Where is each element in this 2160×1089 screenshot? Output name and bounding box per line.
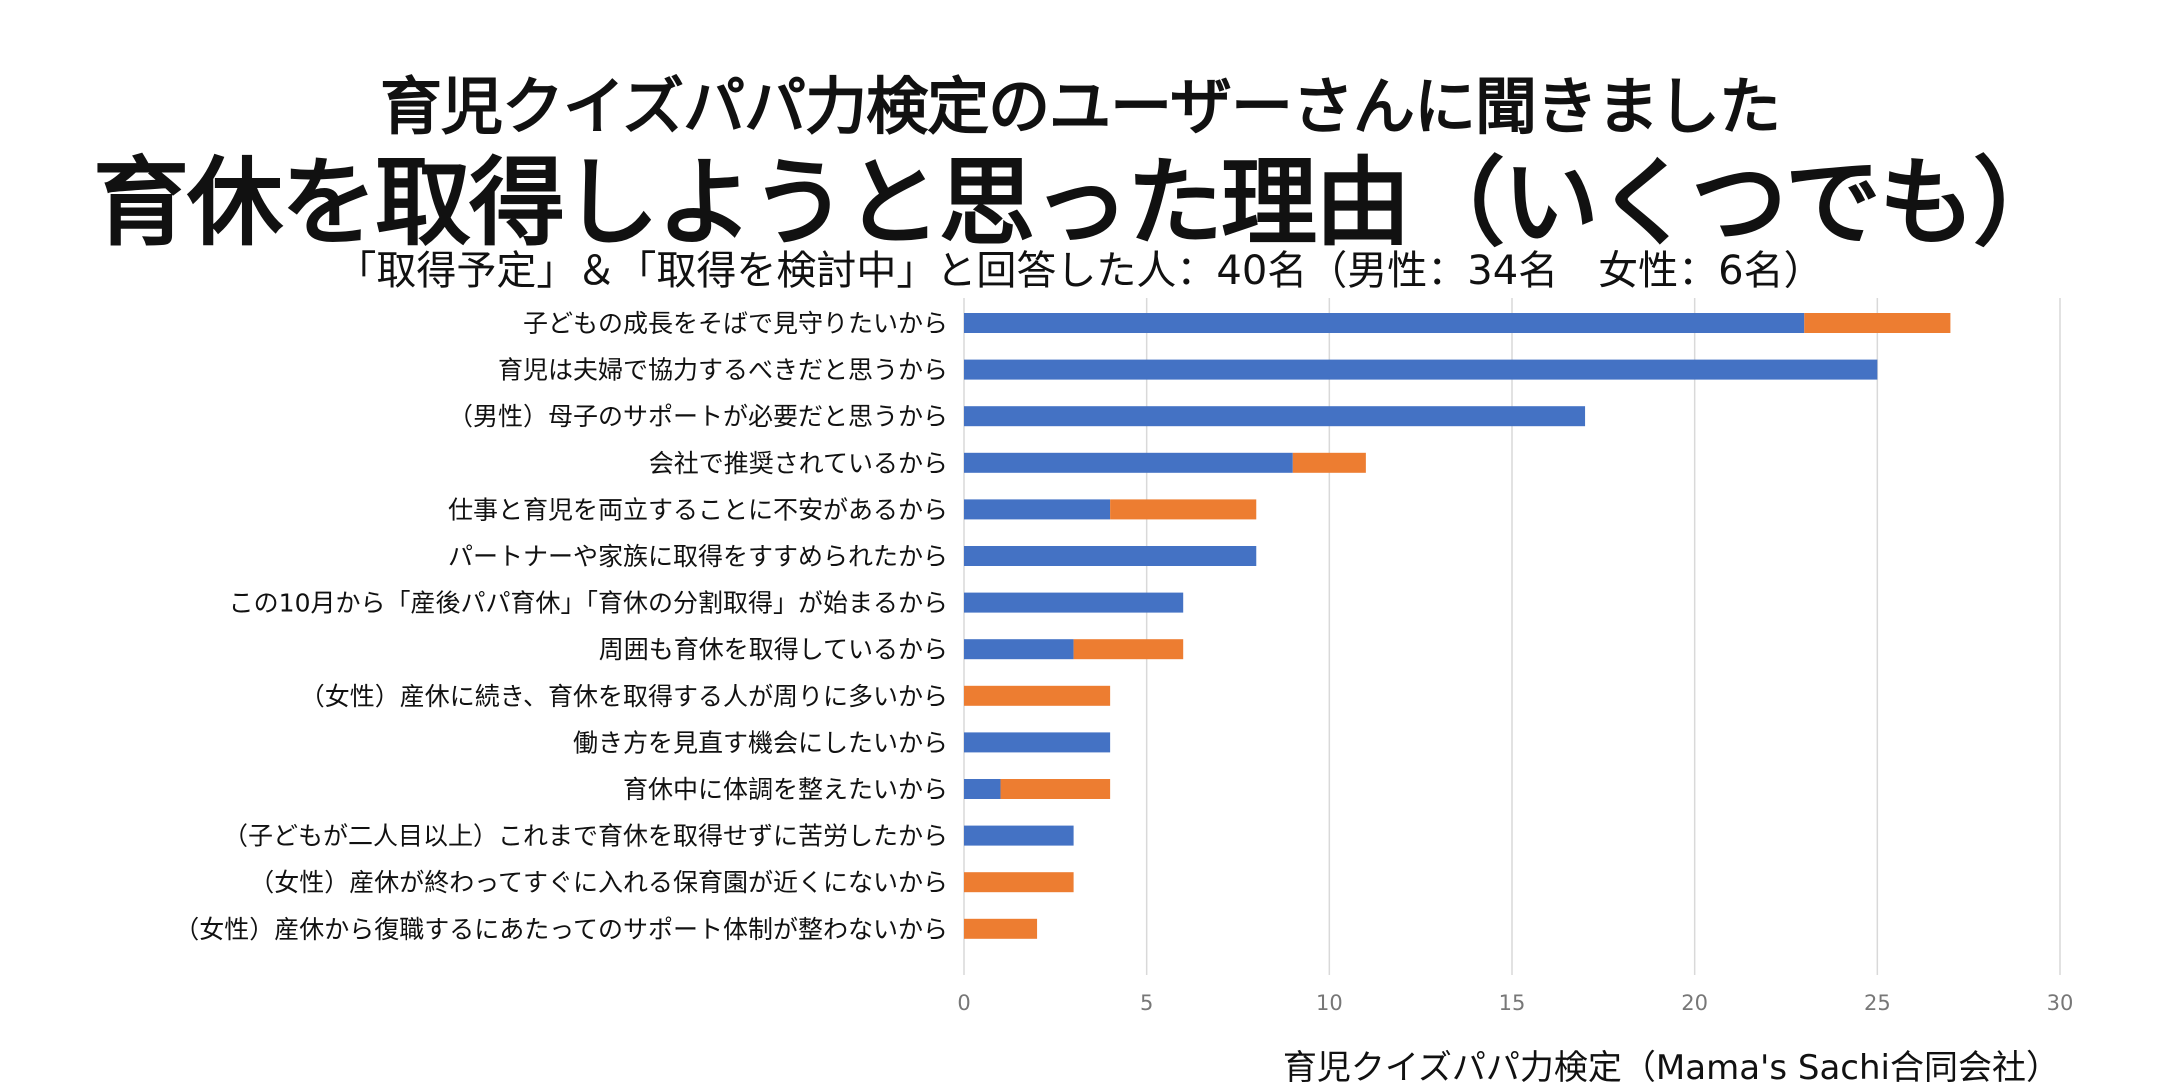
footer-credit: 育児クイズパパ力検定（Mama's Sachi合同会社） [1282, 1048, 2060, 1088]
category-label: 子どもの成長をそばで見守りたいから [523, 309, 948, 338]
bar-female-7 [1073, 639, 1184, 660]
bar-male-2 [964, 406, 1586, 427]
respondent-note: 「取得予定」＆「取得を検討中」と回答した人：40名（男性：34名 女性：6名） [336, 248, 1824, 294]
x-tick-label: 0 [957, 991, 970, 1015]
bar-female-0 [1804, 313, 1951, 333]
bar-male-6 [964, 592, 1184, 613]
category-label: 会社で推奨されているから [649, 449, 948, 478]
category-label: 育休中に体調を整えたいから [623, 775, 948, 804]
bar-male-10 [964, 779, 1001, 799]
x-tick-label: 25 [1864, 991, 1891, 1015]
x-tick-label: 20 [1681, 991, 1708, 1015]
bar-female-10 [1000, 779, 1111, 799]
bar-male-1 [964, 359, 1878, 380]
x-tick-label: 5 [1140, 991, 1153, 1015]
category-label: パートナーや家族に取得をすすめられたから [448, 542, 948, 571]
bar-female-12 [964, 872, 1074, 893]
category-label: （女性）産休に続き、育休を取得する人が周りに多いから [300, 682, 948, 711]
bar-male-9 [964, 732, 1111, 753]
x-tick-label: 15 [1499, 991, 1526, 1015]
category-label: （女性）産休から復職するにあたってのサポート体制が整わないから [174, 915, 948, 944]
x-tick-label: 10 [1316, 991, 1343, 1015]
bar-female-13 [964, 918, 1038, 939]
bar-male-3 [964, 452, 1293, 473]
category-label: 周囲も育休を取得しているから [599, 635, 948, 664]
x-axis-ticks: 0 5 10 15 20 25 30 [957, 991, 2073, 1015]
bar-female-8 [964, 685, 1111, 706]
category-label: 働き方を見直す機会にしたいから [573, 728, 948, 757]
category-label: （子どもが二人目以上）これまで育休を取得せずに苦労したから [223, 822, 948, 851]
bar-female-3 [1292, 452, 1366, 473]
bar-female-4 [1110, 499, 1257, 520]
bars [964, 313, 1951, 939]
category-label: （女性）産休が終わってすぐに入れる保育園が近くにないから [249, 868, 948, 897]
category-label: 仕事と育児を両立することに不安があるから [448, 495, 948, 524]
chart-title: 育休を取得しようと思った理由（いくつでも） [93, 147, 2069, 259]
x-tick-label: 30 [2047, 991, 2074, 1015]
category-label: 育児は夫婦で協力するべきだと思うから [498, 356, 948, 385]
category-label: （男性）母子のサポートが必要だと思うから [448, 402, 948, 431]
chart-subtitle: 育児クイズパパ力検定のユーザーさんに聞きました [380, 70, 1781, 143]
bar-male-7 [964, 639, 1074, 660]
category-label: この10月から「産後パパ育休」「育休の分割取得」が始まるから [229, 589, 948, 618]
bar-male-11 [964, 825, 1074, 846]
grid-lines [963, 298, 2061, 975]
bar-male-5 [964, 546, 1257, 566]
bar-male-0 [964, 313, 1805, 333]
bar-male-4 [964, 499, 1111, 520]
